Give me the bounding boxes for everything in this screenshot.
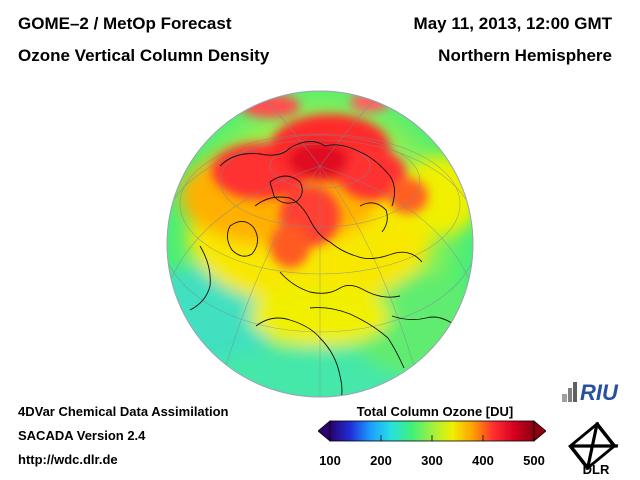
colorbar xyxy=(318,420,546,442)
ozone-globe-map xyxy=(166,90,474,398)
colorbar-tick-label: 500 xyxy=(523,453,545,468)
riu-logo-text: RIU xyxy=(580,380,619,405)
map-subtitle: Ozone Vertical Column Density xyxy=(18,46,270,65)
globe-outline xyxy=(166,90,474,398)
colorbar-tick-label: 100 xyxy=(319,453,341,468)
dlr-logo-text: DLR xyxy=(583,462,610,476)
colorbar-min-arrow xyxy=(318,420,331,442)
colorbar-tick-label: 400 xyxy=(472,453,494,468)
footer-line-1: 4DVar Chemical Data Assimilation xyxy=(18,404,229,419)
colorbar-tick-label: 300 xyxy=(421,453,443,468)
colorbar-title: Total Column Ozone [DU] xyxy=(356,404,514,419)
map-region: Northern Hemisphere xyxy=(438,46,612,65)
map-title: GOME–2 / MetOp Forecast xyxy=(18,14,232,33)
map-date: May 11, 2013, 12:00 GMT xyxy=(413,14,612,33)
dlr-logo: DLR xyxy=(568,421,619,476)
riu-logo: RIU xyxy=(562,380,619,405)
coastlines xyxy=(189,141,457,397)
colorbar-tick-label: 200 xyxy=(370,453,392,468)
ozone-high xyxy=(212,92,428,268)
footer-line-2: SACADA Version 2.4 xyxy=(18,428,146,443)
colorbar-max-arrow xyxy=(533,420,546,442)
footer-url: http://wdc.dlr.de xyxy=(18,452,118,467)
